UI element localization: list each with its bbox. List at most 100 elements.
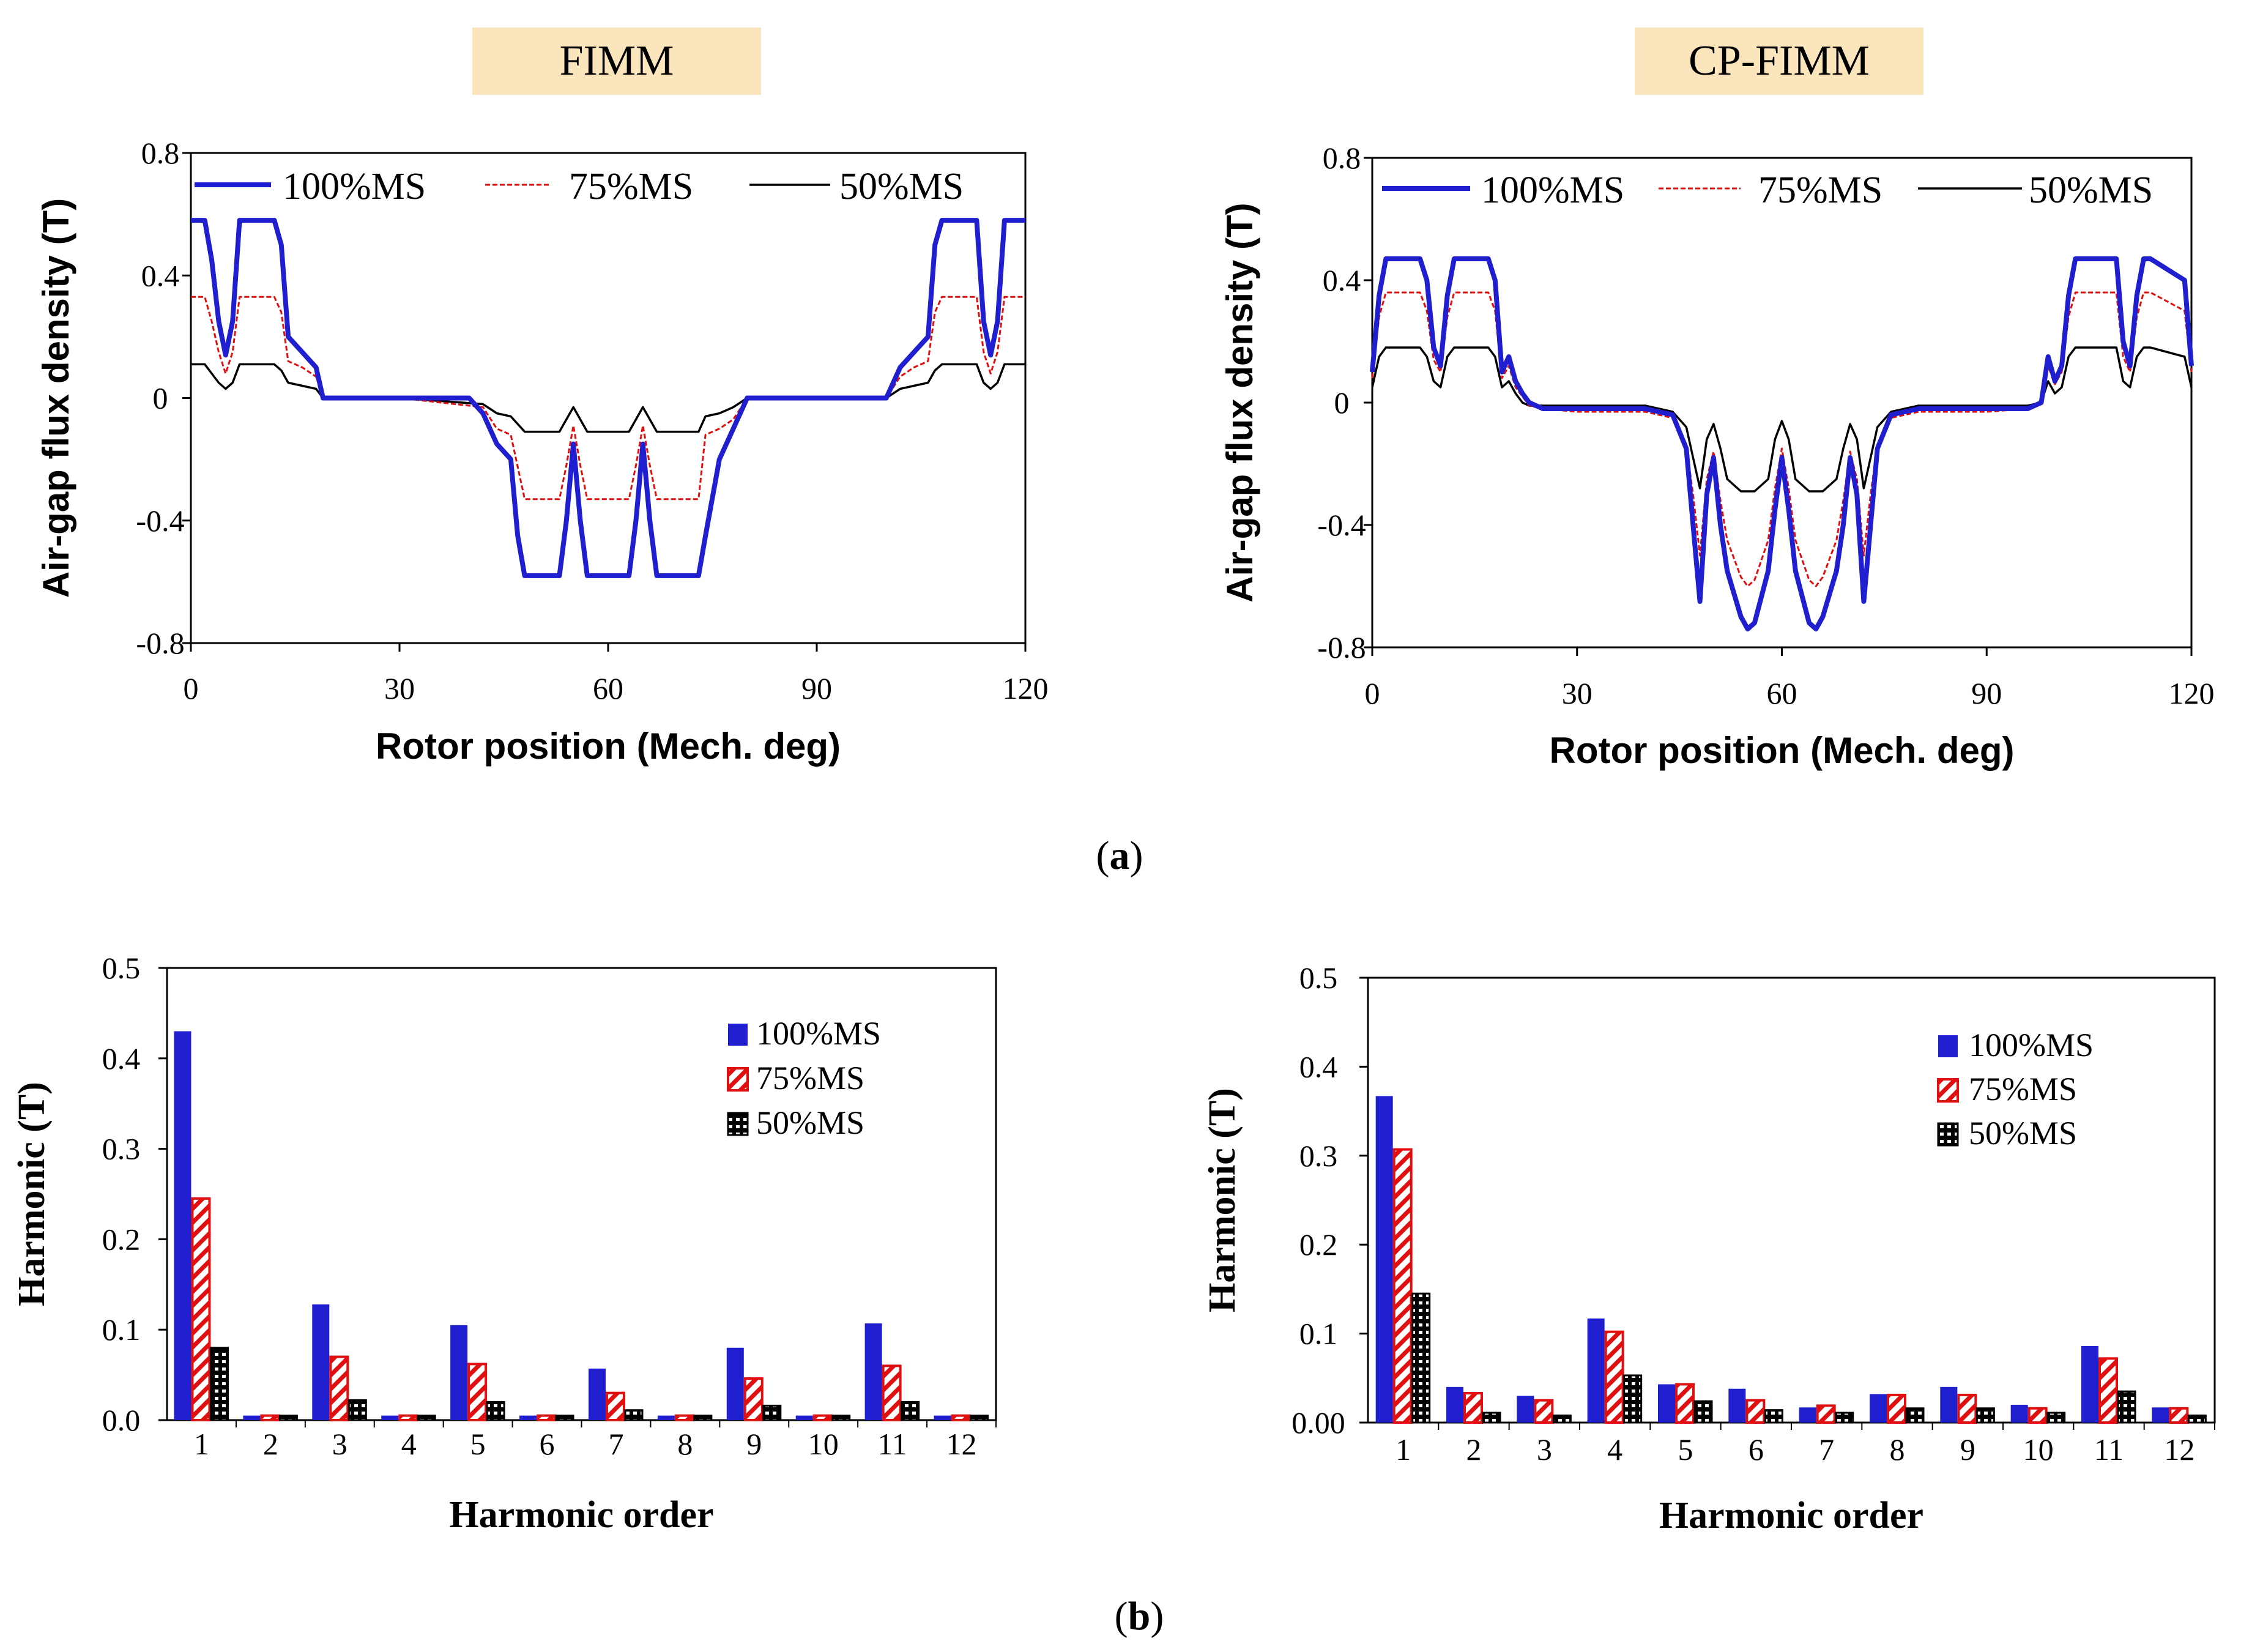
x-tick-label: 90 [1971,676,2002,710]
bar-50-h8 [693,1415,713,1421]
bar-50-h12 [2187,1414,2207,1424]
y-axis-label: Harmonic (T) [1202,1088,1243,1312]
y-axis-label: Harmonic (T) [11,1082,53,1306]
y-tick-label: 0 [1334,385,1350,420]
x-tick-label: 7 [1819,1432,1834,1467]
x-tick-label: 11 [878,1427,907,1461]
y-tick-label: 0.3 [1299,1139,1338,1173]
bar-75-h7 [605,1391,625,1421]
bar-75-h6 [537,1414,557,1422]
x-tick-label: 120 [2169,676,2215,710]
x-tick-label: 60 [1767,676,1797,710]
x-tick-label: 12 [946,1427,977,1461]
x-tick-label: 3 [332,1427,347,1461]
bar-100-h4 [381,1415,399,1420]
legend-label-50: 50%MS [2029,169,2153,211]
bar-100-h1 [1375,1096,1393,1423]
legend-label-75: 75%MS [569,166,693,207]
legend-swatch-50 [727,1112,749,1136]
x-tick-label: 5 [1678,1432,1693,1467]
legend-label-75: 75%MS [1969,1071,2077,1107]
x-tick-label: 0 [184,671,199,705]
bar-100-h4 [1587,1318,1605,1423]
y-tick-label: 0 [153,381,168,415]
bar-50-h6 [555,1415,574,1421]
bar-50-h10 [831,1415,851,1421]
y-tick-label: 0.8 [141,136,180,170]
bar-50-h3 [1552,1414,1572,1424]
legend-label-100: 100%MS [1969,1027,2094,1063]
x-axis-label: Harmonic order [449,1494,713,1536]
bar-75-h4 [398,1414,418,1422]
bar-100-h12 [934,1415,951,1420]
bar-75-h3 [1534,1399,1554,1424]
bar-50-h6 [1764,1409,1783,1424]
series-line-50 [1371,346,2193,493]
bar-50-h11 [901,1401,920,1421]
plot-frame [1371,157,2193,649]
y-tick-label: 0.5 [1299,961,1338,995]
x-tick-label: 60 [593,671,623,705]
x-tick-label: 0 [1365,676,1380,710]
bar-50-h11 [2117,1390,2136,1424]
bar-100-h11 [864,1323,882,1420]
x-tick-label: 120 [1003,671,1049,705]
bar-50-h10 [2046,1412,2066,1424]
x-axis-label: Rotor position (Mech. deg) [1550,730,2015,771]
y-axis-label: Air-gap flux density (T) [1219,203,1260,602]
y-tick-label: 0.0 [102,1403,141,1437]
bar-75-h10 [2027,1407,2048,1424]
bar-50-h8 [1905,1407,1925,1424]
bar-75-h3 [329,1355,349,1422]
x-tick-label: 30 [384,671,415,705]
y-tick-label: 0.4 [102,1041,141,1076]
bar-75-h2 [260,1414,280,1422]
bar-100-h7 [1799,1407,1816,1423]
x-tick-label: 9 [1960,1432,1975,1467]
x-tick-label: 12 [2164,1432,2195,1467]
bar-50-h7 [1835,1412,1854,1424]
caption-a: (a) [1096,833,1143,878]
bar-100-h9 [726,1347,744,1420]
y-tick-label: 0.2 [102,1222,141,1256]
bar-75-h10 [812,1414,833,1422]
chart-harmonic-fimm: 0.0 0.1 0.2 0.3 0.4 0.5 Harmonic (T) Harmonic o… [11,951,997,1536]
y-tick-label: 0.1 [102,1312,141,1347]
bar-100-h8 [657,1415,675,1420]
series-line-50 [191,363,1025,433]
bar-100-h5 [450,1325,468,1420]
bar-50-h4 [1623,1374,1643,1424]
x-tick-label: 30 [1562,676,1592,710]
bar-75-h2 [1463,1392,1483,1424]
bar-100-h5 [1658,1384,1675,1423]
bar-100-h1 [174,1031,191,1420]
series-line-75 [191,296,1025,500]
x-tick-label: 4 [401,1427,417,1461]
x-tick-label: 2 [263,1427,278,1461]
bar-50-h4 [417,1415,436,1421]
series-line-75 [1371,291,2193,587]
bar-100-h8 [1870,1394,1887,1423]
y-tick-label: -0.8 [136,626,184,660]
series-line-100 [1370,256,2194,631]
y-tick-label: 0.4 [1299,1049,1338,1084]
bar-75-h5 [1675,1383,1695,1424]
bar-75-h6 [1745,1399,1766,1424]
series-line-100 [191,218,1025,578]
bar-100-h2 [1446,1386,1463,1423]
bar-50-h9 [1975,1407,1995,1424]
bar-75-h12 [951,1414,971,1422]
x-tick-label: 90 [801,671,832,705]
bar-50-h5 [486,1401,505,1421]
bar-100-h9 [1940,1386,1958,1423]
bar-50-h1 [1411,1292,1431,1424]
chart-flux-fimm: 0.8 0.4 0 -0.4 -0.8 Air-gap flux density (T) R… [35,136,1049,767]
x-tick-label: 5 [470,1427,486,1461]
y-tick-label: -0.4 [136,504,184,538]
legend-swatch-100 [728,1024,748,1046]
bar-75-h5 [467,1363,488,1422]
bar-75-h9 [743,1377,764,1421]
legend-label-50: 50%MS [1969,1115,2077,1152]
y-tick-label: 0.2 [1299,1227,1338,1262]
